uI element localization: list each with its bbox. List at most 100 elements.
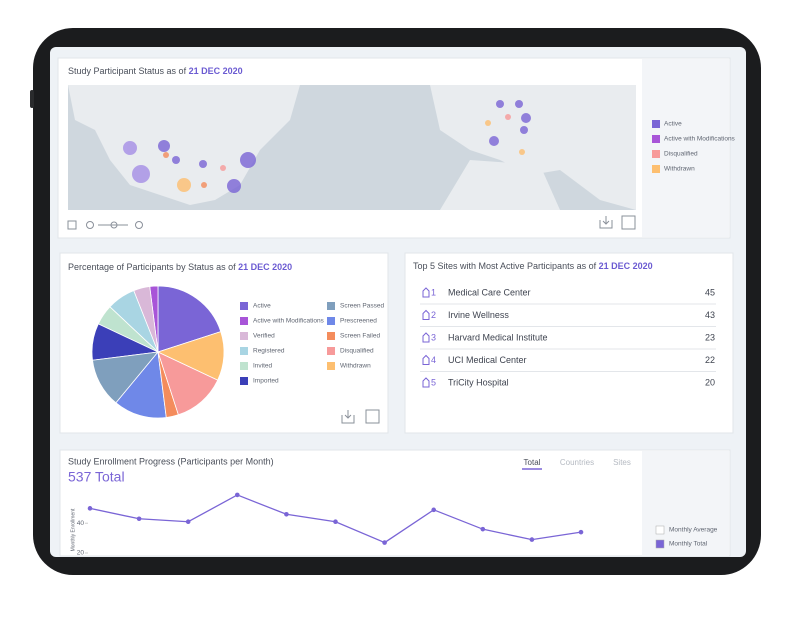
tab[interactable]: Sites xyxy=(613,458,631,467)
site-count: 22 xyxy=(705,355,715,365)
legend-swatch xyxy=(652,135,660,143)
point xyxy=(185,519,191,525)
zoom-out[interactable] xyxy=(86,221,94,229)
legend-label: Invited xyxy=(253,363,273,370)
legend-label: Monthly Average xyxy=(669,527,718,534)
site-name: TriCity Hospital xyxy=(448,377,509,387)
site-rank: 1 xyxy=(431,287,436,297)
map-bubble xyxy=(519,149,525,155)
point xyxy=(578,529,584,535)
site-rank: 4 xyxy=(431,355,436,365)
site-name: Harvard Medical Institute xyxy=(448,332,548,342)
site-rank: 5 xyxy=(431,377,436,387)
legend-swatch xyxy=(240,332,248,340)
map-bubble xyxy=(163,152,169,158)
legend-swatch xyxy=(240,362,248,370)
legend-label: Withdrawn xyxy=(340,363,371,370)
enrollment-card xyxy=(59,449,731,557)
y-axis-label: Monthly Enrollment xyxy=(70,508,76,551)
expand-icon[interactable] xyxy=(621,215,636,230)
map-bubble xyxy=(172,156,180,164)
map-bubble xyxy=(177,178,191,192)
legend-label: Active with Modifications xyxy=(664,136,736,143)
map-bubble xyxy=(240,152,256,168)
map-bubble xyxy=(158,140,170,152)
site-count: 20 xyxy=(705,377,715,387)
point xyxy=(431,507,437,513)
legend-swatch xyxy=(240,302,248,310)
legend-label: Disqualified xyxy=(340,348,374,355)
zoom-handle[interactable] xyxy=(110,221,118,229)
point xyxy=(235,492,240,498)
title-text: Percentage of Participants by Status as … xyxy=(68,262,236,272)
map-bubble xyxy=(132,165,150,183)
legend-swatch xyxy=(240,347,248,355)
legend-label: Active with Modifications xyxy=(253,318,325,325)
title-date: 21 DEC 2020 xyxy=(238,262,292,272)
site-icon xyxy=(422,332,430,343)
legend-swatch xyxy=(655,525,665,535)
sites-card xyxy=(404,252,734,434)
tab[interactable]: Countries xyxy=(560,458,594,467)
map-bubble xyxy=(201,182,207,188)
site-icon xyxy=(422,309,430,320)
title-date: 21 DEC 2020 xyxy=(189,66,243,76)
legend-label: Monthly Total xyxy=(669,541,708,548)
legend-swatch xyxy=(655,539,665,549)
pie-title: Percentage of Participants by Status as … xyxy=(68,262,292,272)
download-icon[interactable] xyxy=(599,216,613,229)
land-america xyxy=(68,85,300,205)
expand-icon[interactable] xyxy=(365,409,380,424)
map-bubble xyxy=(199,160,207,168)
point xyxy=(333,519,338,525)
legend-swatch xyxy=(652,150,660,158)
site-icon xyxy=(422,377,430,388)
y-tick-label: 20 xyxy=(77,550,85,557)
legend-label: Disqualified xyxy=(664,151,698,158)
legend-swatch xyxy=(327,302,335,310)
legend-swatch xyxy=(327,317,335,325)
tablet-button xyxy=(30,90,34,108)
pie-slice xyxy=(157,285,222,353)
pan[interactable] xyxy=(67,220,77,230)
legend-label: Verified xyxy=(253,333,275,340)
legend-swatch xyxy=(652,120,660,128)
map-bubble xyxy=(220,165,226,171)
map-controls[interactable] xyxy=(67,215,636,230)
zoom-in[interactable] xyxy=(135,221,143,229)
legend-swatch xyxy=(327,362,335,370)
map-title: Study Participant Status as of 21 DEC 20… xyxy=(68,66,243,76)
site-icon xyxy=(422,287,430,298)
legend-swatch xyxy=(240,317,248,325)
point xyxy=(136,516,142,522)
download-icon[interactable] xyxy=(341,410,355,424)
legend-label: Screen Failed xyxy=(340,333,380,340)
site-rank: 2 xyxy=(431,310,436,320)
map-bubble xyxy=(521,113,531,123)
site-name: UCI Medical Center xyxy=(448,355,527,365)
map-bubble xyxy=(496,100,504,108)
map-bubbles xyxy=(123,100,531,193)
site-name: Medical Care Center xyxy=(448,287,531,297)
point xyxy=(480,526,486,532)
map-land xyxy=(68,85,636,210)
site-count: 45 xyxy=(705,287,715,297)
point xyxy=(382,540,387,545)
tab[interactable]: Total xyxy=(524,458,541,467)
map-bubble xyxy=(227,179,241,193)
legend-swatch xyxy=(327,347,335,355)
legend-label: Withdrawn xyxy=(664,166,695,173)
map-bubble xyxy=(485,120,491,126)
point xyxy=(87,506,93,511)
site-icon xyxy=(422,354,430,365)
legend-label: Active xyxy=(664,121,682,128)
legend-panel xyxy=(642,59,729,237)
legend-label: Registered xyxy=(253,348,285,355)
land-eurasia xyxy=(430,85,636,210)
map-bubble xyxy=(505,114,511,120)
point xyxy=(529,537,535,542)
site-rank: 3 xyxy=(431,332,436,342)
map-bubble xyxy=(123,141,137,155)
sites-title: Top 5 Sites with Most Active Participant… xyxy=(413,261,653,271)
